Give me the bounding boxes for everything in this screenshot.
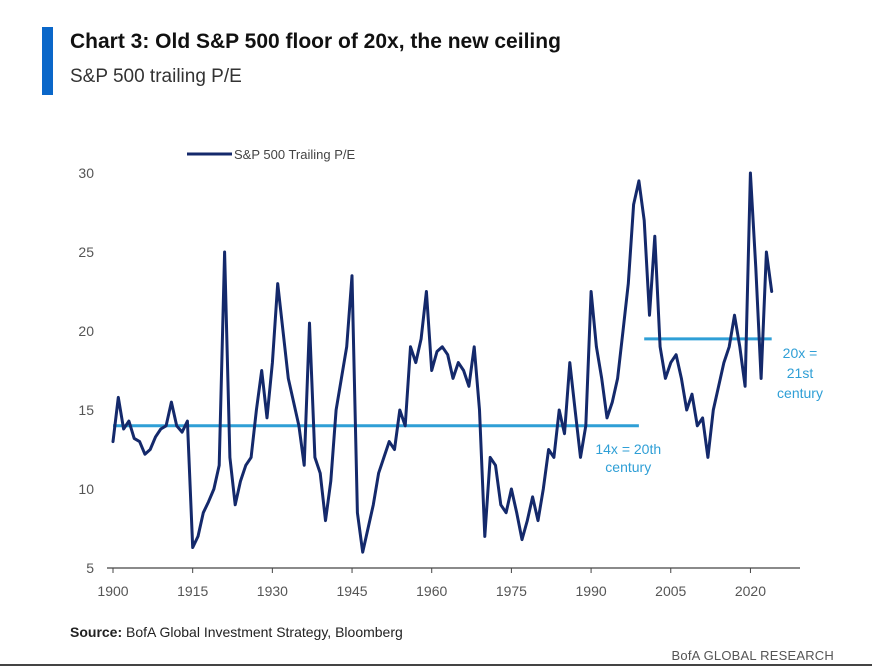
reference-label-21st: century [777, 385, 823, 401]
pe-series-line [111, 171, 774, 554]
legend-label: S&P 500 Trailing P/E [234, 147, 355, 162]
x-tick-label: 1930 [257, 583, 288, 599]
footer-brand: BofA GLOBAL RESEARCH [671, 648, 834, 663]
reference-label-21st: 21st [787, 365, 814, 381]
x-tick-label: 1900 [97, 583, 128, 599]
reference-label-21st: 20x = [783, 345, 818, 361]
y-tick-label: 30 [78, 165, 94, 181]
bottom-divider [0, 664, 872, 666]
source-label: Source: [70, 624, 123, 640]
pe-line-chart: 5 10 15 20 25 30 1900 1915 1930 1945 1960 1975 1990 2… [78, 147, 823, 599]
y-tick-label: 25 [78, 244, 94, 260]
y-tick-label: 15 [78, 402, 94, 418]
y-tick-label: 5 [86, 560, 94, 576]
reference-label-20th: century [605, 459, 651, 475]
x-tick-label: 1945 [336, 583, 367, 599]
x-tick-label: 2005 [655, 583, 686, 599]
y-tick-label: 10 [78, 481, 94, 497]
x-tick-label: 2020 [735, 583, 766, 599]
y-tick-label: 20 [78, 323, 94, 339]
x-tick-label: 1975 [496, 583, 527, 599]
x-tick-label: 1915 [177, 583, 208, 599]
x-tick-label: 1990 [576, 583, 607, 599]
x-tick-label: 1960 [416, 583, 447, 599]
title-accent-bar [42, 27, 53, 95]
chart-title: Chart 3: Old S&P 500 floor of 20x, the n… [70, 30, 561, 53]
source-text: BofA Global Investment Strategy, Bloombe… [126, 624, 403, 640]
source-note: Source: BofA Global Investment Strategy,… [70, 624, 403, 640]
chart-subtitle: S&P 500 trailing P/E [70, 66, 242, 87]
reference-label-20th: 14x = 20th [595, 441, 661, 457]
